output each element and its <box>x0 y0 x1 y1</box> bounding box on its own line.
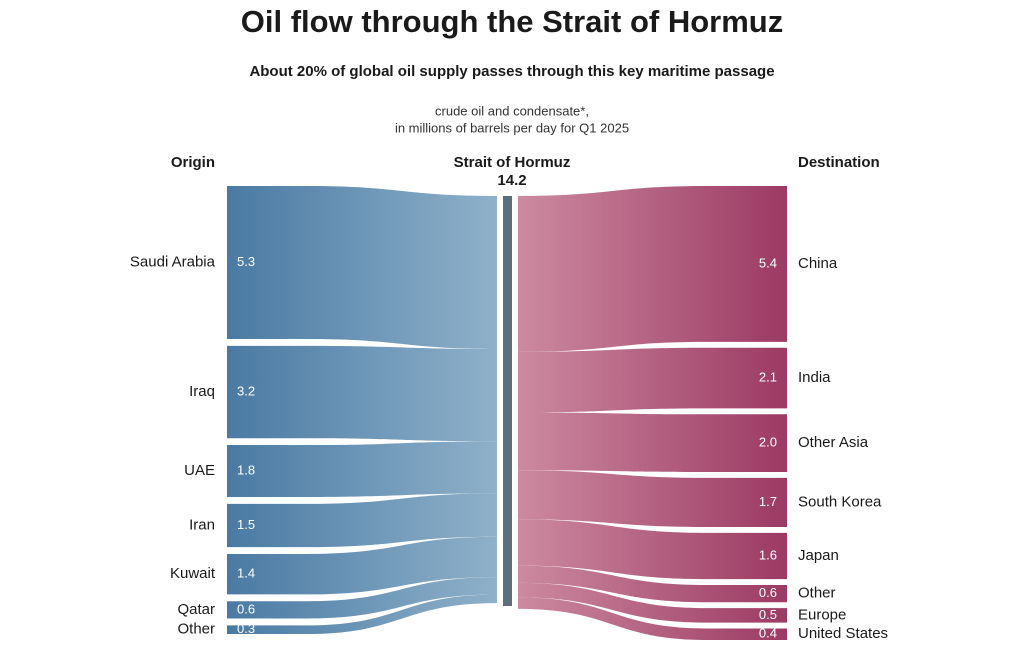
node-label: Other <box>177 621 215 638</box>
value-label: 1.4 <box>237 566 255 581</box>
value-label: 0.3 <box>237 621 255 636</box>
value-label: 0.4 <box>759 626 777 641</box>
flow <box>518 186 787 352</box>
node-label: Iraq <box>189 383 215 400</box>
node-label: United States <box>798 625 888 642</box>
node-label: Japan <box>798 547 839 564</box>
flow <box>227 536 497 595</box>
flow <box>518 519 787 580</box>
node-label: Kuwait <box>170 565 216 582</box>
value-label: 1.8 <box>237 462 255 477</box>
value-label: 2.0 <box>759 435 777 450</box>
flow <box>518 347 787 413</box>
flow <box>227 493 497 548</box>
chart-subtitle: About 20% of global oil supply passes th… <box>249 63 774 80</box>
column-header: Origin <box>171 154 215 171</box>
value-label: 1.7 <box>759 494 777 509</box>
flow <box>518 597 787 640</box>
node-label: South Korea <box>798 493 882 510</box>
node-label: Iran <box>189 516 215 533</box>
flow <box>227 345 497 442</box>
flow <box>518 412 787 473</box>
value-label: 2.1 <box>759 370 777 385</box>
chart-title: Oil flow through the Strait of Hormuz <box>241 4 783 39</box>
value-label: 3.2 <box>237 383 255 398</box>
node-label: Other <box>798 585 836 602</box>
node-label: Saudi Arabia <box>130 253 216 270</box>
value-label: 0.6 <box>759 585 777 600</box>
value-label: 5.3 <box>237 254 255 269</box>
note: crude oil and condensate*, <box>435 103 589 118</box>
value-label: 0.6 <box>237 601 255 616</box>
value-label: 0.5 <box>759 607 777 622</box>
column-header: Destination <box>798 154 880 171</box>
node-label: Qatar <box>177 601 215 618</box>
flow <box>227 441 497 498</box>
hub-name: Strait of Hormuz <box>454 154 571 171</box>
flow <box>518 470 787 527</box>
value-label: 1.6 <box>759 547 777 562</box>
flow <box>227 594 497 634</box>
node-label: China <box>798 255 838 272</box>
flow <box>518 582 787 623</box>
flow <box>518 565 787 603</box>
note: in millions of barrels per day for Q1 20… <box>395 120 629 135</box>
flow <box>227 186 497 350</box>
node-label: Other Asia <box>798 434 869 451</box>
node-label: India <box>798 369 831 386</box>
flow <box>227 577 497 619</box>
value-label: 1.5 <box>237 517 255 532</box>
value-label: 5.4 <box>759 255 777 270</box>
hub-value: 14.2 <box>497 172 526 189</box>
hub-bar <box>503 196 512 606</box>
node-label: Europe <box>798 606 846 623</box>
node-label: UAE <box>184 462 215 479</box>
